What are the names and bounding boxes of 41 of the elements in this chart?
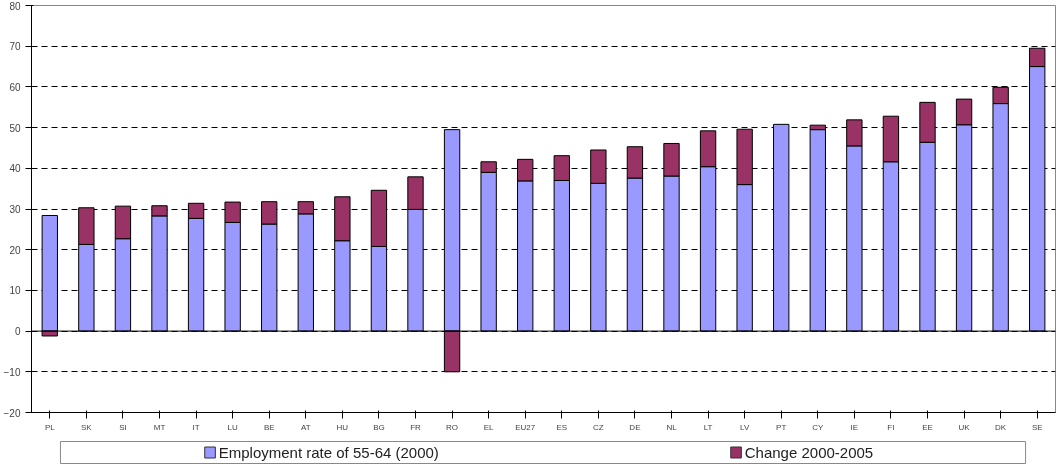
y-tick-label: 40 xyxy=(9,163,21,175)
x-tick-label: HU xyxy=(336,422,349,432)
y-tick-label: −20 xyxy=(3,407,21,419)
x-tick-label: BG xyxy=(373,422,385,432)
y-tick-label: 60 xyxy=(9,81,21,93)
y-tick-label: 30 xyxy=(9,204,21,215)
legend-label: Change 2000-2005 xyxy=(744,444,874,461)
y-tick-label: 50 xyxy=(9,122,21,134)
x-tick-label: PT xyxy=(776,422,787,432)
x-tick-label: MT xyxy=(153,422,166,432)
x-tick-label: CZ xyxy=(593,422,604,432)
x-tick-label: IT xyxy=(192,422,200,432)
x-tick-label: EU27 xyxy=(515,422,536,432)
x-tick-label: IE xyxy=(850,422,859,432)
x-tick-label: BE xyxy=(263,422,275,432)
legend-label: Employment rate of 55-64 (2000) xyxy=(218,444,439,461)
x-tick-label: NL xyxy=(666,422,678,432)
x-tick-label: FR xyxy=(410,422,422,432)
x-tick-label: AT xyxy=(300,422,311,432)
y-tick-label: 10 xyxy=(9,285,21,297)
x-tick-label: UK xyxy=(958,422,971,432)
y-tick-label: 70 xyxy=(9,41,21,53)
x-tick-label: DK xyxy=(995,422,1007,432)
x-tick-label: EL xyxy=(483,422,495,432)
x-tick-label: CY xyxy=(812,422,825,432)
x-tick-label: SK xyxy=(81,422,93,432)
y-tick-label: −10 xyxy=(3,366,21,378)
x-tick-label: FI xyxy=(887,422,895,432)
x-tick-label: PL xyxy=(44,422,56,432)
y-tick-label: 0 xyxy=(14,326,21,338)
x-tick-label: ES xyxy=(556,422,568,432)
x-tick-label: LT xyxy=(703,422,713,432)
y-tick-label: 80 xyxy=(9,0,21,12)
x-tick-label: DE xyxy=(629,422,641,432)
x-tick-label: LV xyxy=(740,422,750,432)
x-tick-label: EE xyxy=(922,422,933,432)
x-tick-label: LU xyxy=(227,422,238,432)
x-tick-label: RO xyxy=(446,422,459,432)
x-tick-label: SE xyxy=(1031,422,1043,432)
y-tick-label: 20 xyxy=(9,244,21,256)
x-tick-label: SI xyxy=(119,422,127,432)
